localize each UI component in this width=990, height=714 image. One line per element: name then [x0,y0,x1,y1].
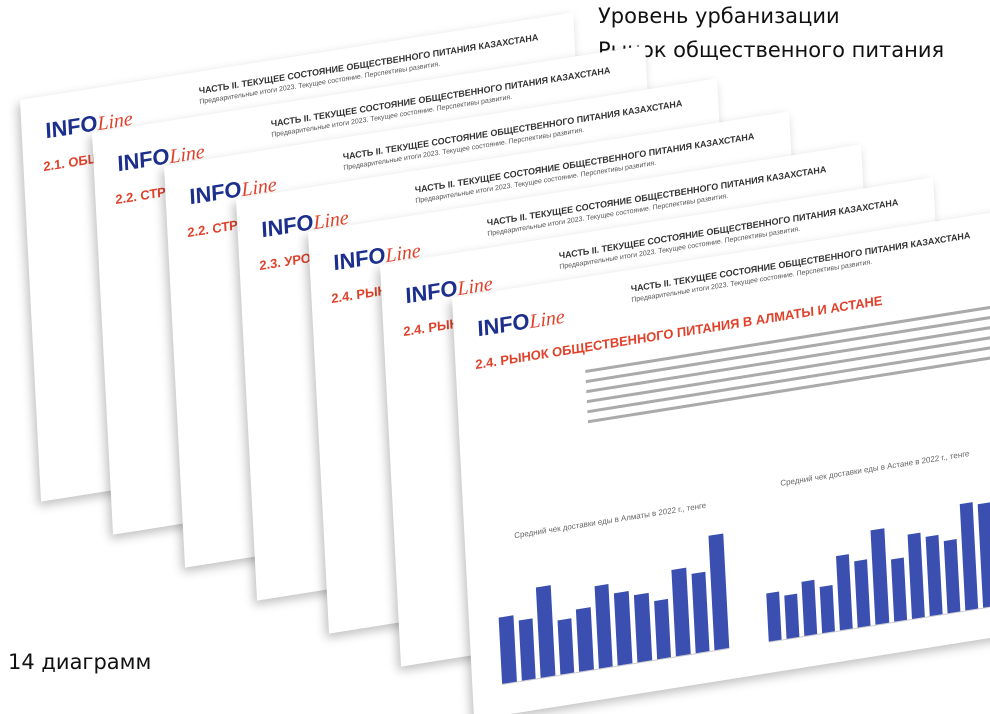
logo-text: INFO [332,242,387,276]
logo-text: Line [528,305,566,334]
chart-decor [495,527,730,685]
logo-text: INFO [188,176,243,210]
caption: 14 диаграмм [8,650,152,674]
caption: Рынок общественного питания [598,38,945,62]
logo-text: INFO [476,308,531,342]
logo-text: INFO [116,143,171,177]
caption: Уровень урбанизации [598,4,840,28]
logo: INFOLine [477,303,565,343]
text-line [587,341,990,414]
logo-text: INFO [44,110,99,144]
logo-text: INFO [404,275,459,309]
logo-text: INFO [260,209,315,243]
chart-decor [762,485,990,643]
chart-title: Средний чек доставки еды в Астане в 2022… [780,448,970,488]
